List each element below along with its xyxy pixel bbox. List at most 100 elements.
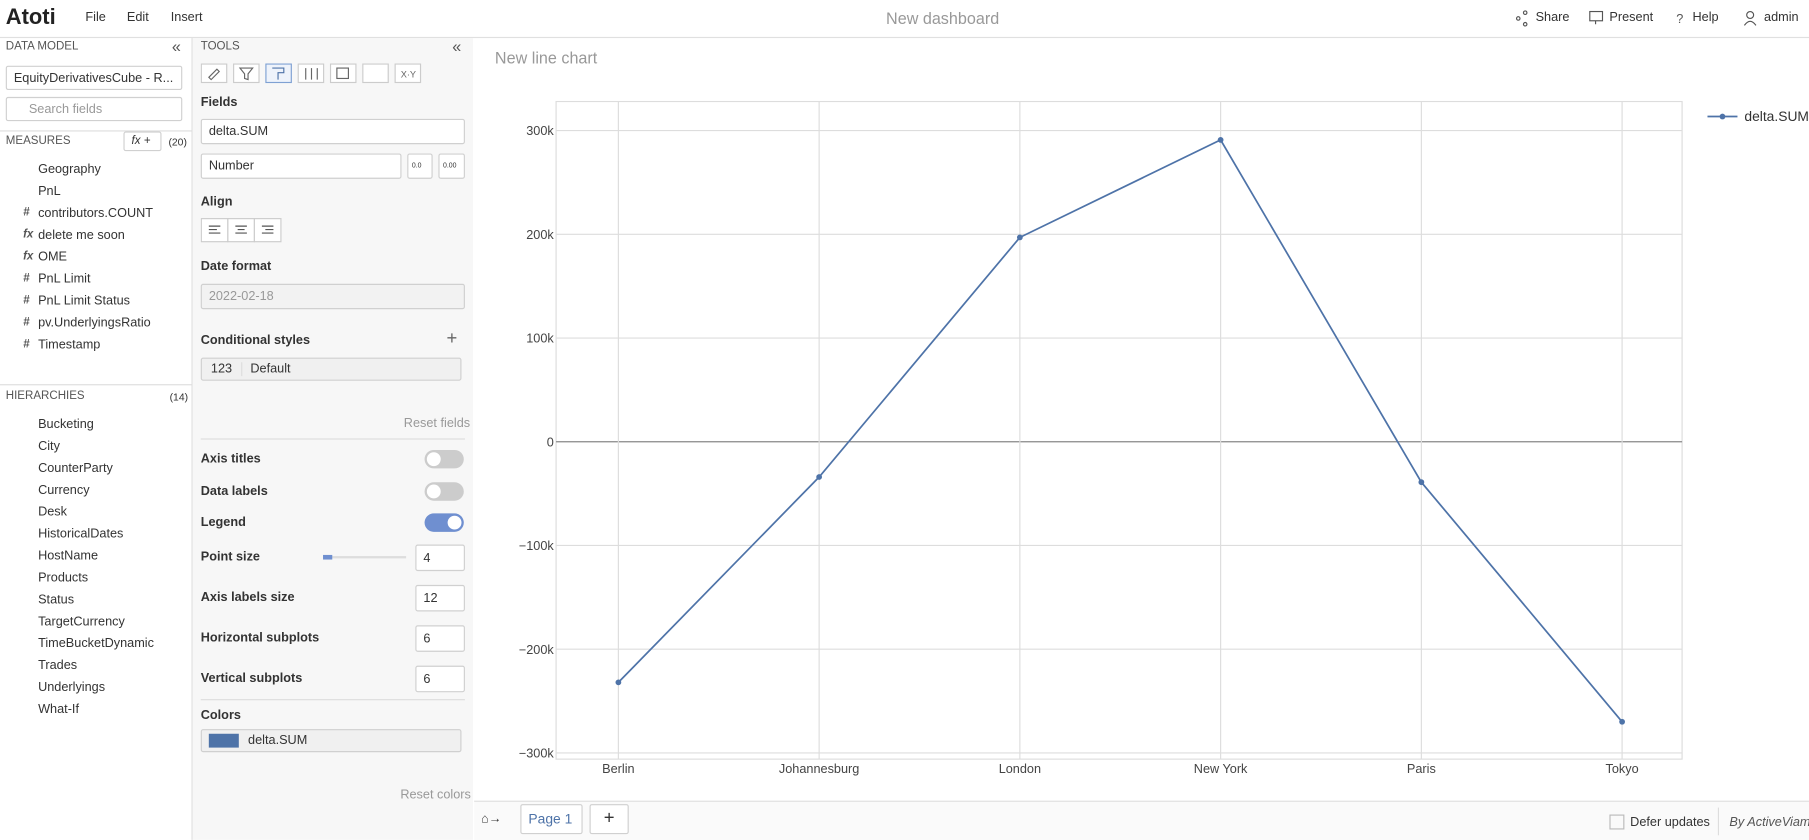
tool-tabs[interactable]: X·Y [200,63,432,84]
y-tick-label: −200k [519,643,555,657]
input-label: Axis labels size [200,590,295,605]
y-tick-label: 200k [526,228,554,242]
hierarchy[interactable]: TargetCurrency [38,614,125,629]
hierarchy[interactable]: Trades [38,658,78,673]
hierarchy[interactable]: Bucketing [38,417,94,432]
style-row[interactable]: 123 Default [200,357,462,381]
toggle-knob [426,483,441,498]
measure[interactable]: PnL [38,184,61,199]
hierarchy[interactable]: What-If [38,702,79,717]
hierarchy[interactable]: TimeBucketDynamic [38,636,154,651]
add-measure[interactable]: fx + [123,131,162,152]
x-tick-label: Berlin [602,762,634,776]
collapse[interactable]: « [452,36,462,56]
divider [200,699,465,701]
input-label: Point size [200,550,260,565]
measure-icon: # [23,338,30,351]
section-title: HIERARCHIES [5,389,85,403]
user[interactable]: admin [1764,10,1799,25]
add-style[interactable]: + [446,328,458,349]
input-label: Vertical subplots [200,671,303,686]
format: Number [208,159,254,174]
measure[interactable]: Timestamp [38,338,101,352]
toggle[interactable] [424,513,464,532]
number-input[interactable]: 6 [415,625,465,652]
reset-fields[interactable]: Reset fields [403,416,471,431]
checkbox[interactable] [1609,814,1625,830]
menu-item[interactable]: File [85,10,106,25]
help[interactable]: Help [1692,10,1719,25]
hierarchy[interactable]: Products [38,571,89,585]
home-btn[interactable]: ⌂→ [481,812,502,827]
toggle[interactable] [424,449,464,469]
add-page[interactable]: + [589,804,629,835]
logo[interactable]: Atoti [5,5,56,30]
menu-item[interactable]: Edit [126,10,149,25]
hierarchy[interactable]: CounterParty [38,461,113,476]
number-input[interactable]: 4 [415,544,465,572]
hierarchy[interactable]: Status [38,593,75,607]
point [1016,234,1023,241]
cube-name: EquityDerivativesCube - R... [13,70,174,85]
measure[interactable]: pv.UnderlyingsRatio [38,316,151,330]
dashboard-title[interactable]: New dashboard [886,9,1000,28]
search[interactable]: Search fields [5,96,183,122]
y-tick-label: −300k [519,747,555,761]
page-tab[interactable]: Page 1 [520,804,583,835]
field: delta.SUM [208,124,269,139]
hierarchy[interactable]: HostName [38,549,99,564]
share[interactable]: Share [1535,10,1570,25]
slider-fill[interactable] [323,554,333,560]
y-tick-label: −100k [519,539,555,553]
measure[interactable]: OME [38,250,67,265]
decimals-btn[interactable]: 0.0 [407,153,433,179]
number-input[interactable]: 6 [415,665,465,693]
decimals-btn[interactable]: 0.00 [438,153,465,179]
date-format: 2022-02-18 [200,283,465,310]
reset-colors[interactable]: Reset colors [400,787,471,802]
cube-select[interactable]: EquityDerivativesCube - R... [5,65,183,90]
x-tick-label: Tokyo [1606,762,1639,776]
legend-label[interactable]: delta.SUM [1744,108,1809,124]
measure[interactable]: PnL Limit Status [38,294,131,309]
field-select[interactable]: delta.SUM [200,118,465,145]
divider [200,438,465,440]
chart-title[interactable]: New line chart [494,48,598,67]
measure-icon: # [23,294,30,307]
present[interactable]: Present [1609,10,1654,25]
badge: 123 [202,362,243,377]
section-title: MEASURES [5,134,71,148]
hierarchy[interactable]: Currency [38,483,90,498]
measure[interactable]: Geography [38,162,101,177]
input-label: Horizontal subplots [200,631,320,645]
label: Align [200,194,233,209]
add-measure-label: fx + [131,134,151,148]
format-select[interactable]: Number [200,153,402,179]
input-value: 12 [423,591,438,606]
menu-item[interactable]: Insert [170,10,203,25]
point [615,679,622,686]
hierarchy[interactable]: City [38,439,60,454]
align-buttons[interactable] [200,218,284,243]
search-placeholder: Search fields [28,102,103,116]
toggle[interactable] [424,481,464,501]
divider [0,130,192,132]
hierarchy[interactable]: HistoricalDates [38,527,124,542]
collapse[interactable]: « [171,36,181,56]
measure[interactable]: contributors.COUNT [38,206,154,221]
hierarchy[interactable]: Desk [38,505,67,520]
top-bar [0,0,1809,39]
point [1217,137,1224,143]
x-tick-label: London [999,762,1041,776]
measure[interactable]: delete me soon [38,228,125,243]
tab-label: X·Y [401,69,416,79]
y-tick-label: 100k [526,332,554,346]
color-row[interactable]: delta.SUM [200,729,462,753]
color-swatch[interactable] [208,733,239,748]
svg-text:?: ? [1676,12,1683,26]
hierarchy[interactable]: Underlyings [38,680,106,695]
measure[interactable]: PnL Limit [38,272,91,287]
toggle-knob [426,452,441,467]
panel-title: DATA MODEL [5,40,79,54]
number-input[interactable]: 12 [415,584,465,612]
